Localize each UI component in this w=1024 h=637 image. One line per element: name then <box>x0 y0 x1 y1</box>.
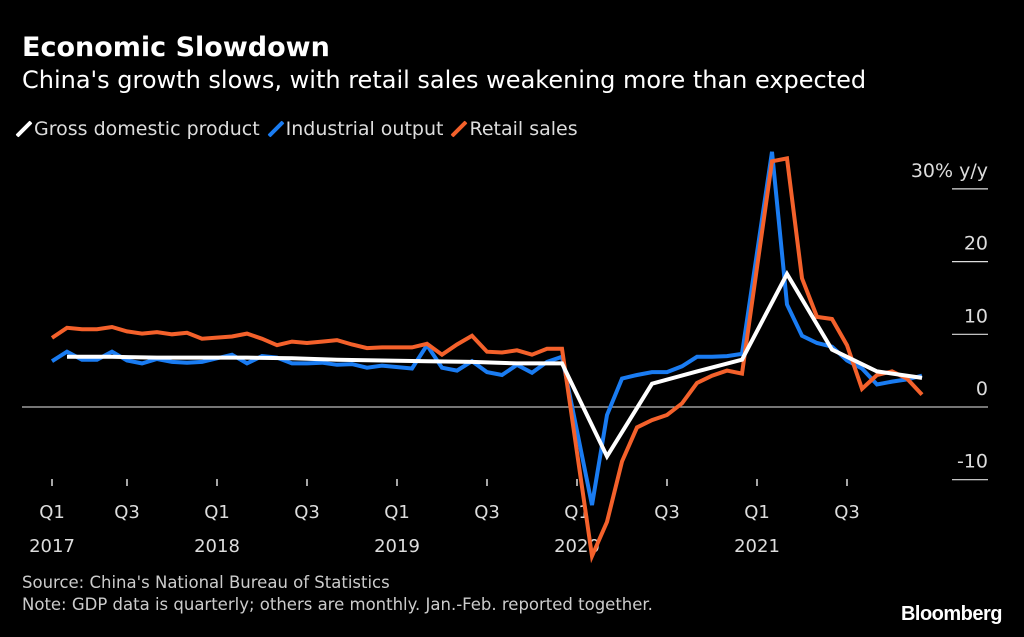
chart-subtitle: China's growth slows, with retail sales … <box>22 66 867 94</box>
legend-label: Retail sales <box>469 118 578 140</box>
footnotes: Source: China's National Bureau of Stati… <box>22 572 653 616</box>
chart-title: Economic Slowdown <box>22 32 330 63</box>
x-tick-label: Q3 <box>294 502 320 523</box>
x-tick-label: Q1 <box>384 502 410 523</box>
x-tick-label: Q3 <box>834 502 860 523</box>
x-tick-year: 2017 <box>29 536 75 557</box>
legend-item-industrial-output: Industrial output <box>267 118 444 140</box>
x-tick-label: Q1 <box>744 502 770 523</box>
y-tick-label: 20 <box>964 233 988 255</box>
legend: Gross domestic product Industrial output… <box>15 118 578 140</box>
legend-label: Industrial output <box>285 118 444 140</box>
y-tick-label: 10 <box>964 305 988 327</box>
y-tick-label: 30% y/y <box>911 160 988 182</box>
legend-label: Gross domestic product <box>34 118 260 140</box>
x-tick-label: Q1 <box>39 502 65 523</box>
y-tick-label: -10 <box>957 451 988 473</box>
x-tick-label: Q3 <box>114 502 140 523</box>
series-line-retail-sales <box>50 156 924 564</box>
x-tick-label: Q3 <box>474 502 500 523</box>
legend-item-gdp: Gross domestic product <box>15 118 260 140</box>
x-tick-label: Q1 <box>204 502 230 523</box>
note-text: Note: GDP data is quarterly; others are … <box>22 595 653 614</box>
bloomberg-logo: Bloomberg <box>900 603 1003 625</box>
x-tick-year: 2021 <box>734 536 780 557</box>
legend-item-retail-sales: Retail sales <box>450 118 578 140</box>
source-text: Source: China's National Bureau of Stati… <box>22 573 390 592</box>
y-tick-label: 0 <box>976 378 988 400</box>
series-line-industrial-output <box>50 151 923 506</box>
x-tick-year: 2018 <box>194 536 240 557</box>
series-line-gross-domestic-product <box>67 269 923 461</box>
x-tick-label: Q3 <box>654 502 680 523</box>
x-tick-year: 2019 <box>374 536 420 557</box>
